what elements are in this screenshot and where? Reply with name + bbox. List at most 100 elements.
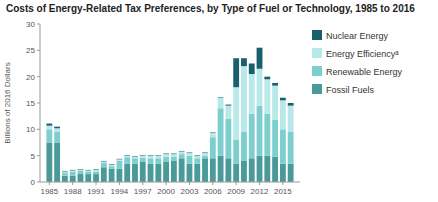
legend-swatch: [312, 84, 322, 94]
y-tick-label: 0: [31, 178, 36, 187]
bar-segment: [132, 156, 138, 158]
y-tick-label: 15: [26, 99, 35, 108]
bar-segment: [116, 161, 122, 169]
y-tick: [37, 155, 40, 156]
y-tick: [37, 76, 40, 77]
x-tick: [282, 182, 283, 185]
x-tick-label: 1988: [64, 187, 82, 196]
bar-segment: [70, 169, 76, 171]
bar-segment: [163, 153, 169, 155]
bar-segment: [272, 86, 278, 120]
bar-segment: [101, 161, 107, 163]
bar-segment: [109, 164, 115, 166]
bar-segment: [249, 158, 255, 182]
bar-segment: [148, 164, 154, 182]
bar-segment: [264, 79, 270, 113]
legend: Nuclear EnergyEnergy EfficiencyᵃRenewabl…: [312, 30, 403, 95]
bar-segment: [179, 150, 185, 152]
bar-segment: [210, 133, 216, 137]
y-tick: [37, 103, 40, 104]
bar-segment: [249, 114, 255, 159]
bar-segment: [155, 158, 161, 163]
bar-segment: [78, 170, 84, 171]
bar-segment: [101, 167, 107, 182]
bar-segment: [78, 174, 84, 182]
x-tick: [96, 182, 97, 185]
legend-swatch: [312, 66, 322, 76]
bar-segment: [218, 156, 224, 182]
y-tick: [37, 50, 40, 51]
bar-segment: [194, 158, 200, 163]
bar-segment: [202, 158, 208, 182]
bar-segment: [264, 77, 270, 80]
y-axis-label: Billions of 2016 Dollars: [3, 62, 12, 143]
chart: Costs of Energy-Related Tax Preferences,…: [0, 0, 438, 202]
bar-segment: [62, 170, 68, 172]
y-tick-label: 5: [31, 152, 36, 161]
axes: 0510152025301985198819911994199720002003…: [26, 20, 300, 196]
bar-segment: [148, 158, 154, 163]
bar-segment: [101, 160, 107, 162]
bar-segment: [257, 106, 263, 156]
bar-segment: [155, 164, 161, 182]
x-tick-label: 1985: [40, 187, 58, 196]
bar-segment: [171, 157, 177, 161]
x-tick-label: 2006: [204, 187, 222, 196]
bar-segment: [218, 97, 224, 99]
x-tick: [142, 182, 143, 185]
bar-segment: [124, 156, 130, 158]
bar-segment: [225, 106, 231, 119]
bar-segment: [241, 58, 247, 66]
bar-segment: [225, 105, 231, 106]
bar-segment: [194, 155, 200, 157]
bar-segment: [163, 157, 169, 162]
bar-segment: [132, 157, 138, 159]
x-tick: [119, 182, 120, 185]
bar-segment: [46, 124, 52, 126]
bar-segment: [202, 152, 208, 154]
bar-segment: [280, 164, 286, 182]
x-tick-label: 2003: [181, 187, 199, 196]
x-tick: [72, 182, 73, 185]
title: Costs of Energy-Related Tax Preferences,…: [6, 3, 415, 14]
bar-segment: [288, 132, 294, 164]
x-tick: [166, 182, 167, 185]
bar-segment: [202, 156, 208, 159]
bar-segment: [233, 164, 239, 182]
bar-segment: [272, 83, 278, 86]
bar-segment: [288, 164, 294, 182]
bar-segment: [101, 163, 107, 167]
bar-segment: [93, 171, 99, 174]
x-tick-label: 1997: [134, 187, 152, 196]
title-group: Costs of Energy-Related Tax Preferences,…: [6, 3, 415, 14]
legend-swatch: [312, 48, 322, 58]
bar-segment: [272, 120, 278, 157]
bar-segment: [210, 132, 216, 134]
bar-segment: [54, 127, 60, 129]
y-tick: [37, 24, 40, 25]
x-tick: [189, 182, 190, 185]
bar-segment: [257, 156, 263, 182]
bar-segment: [171, 154, 177, 157]
y-tick-label: 25: [26, 46, 35, 55]
bar-segment: [62, 171, 68, 173]
bar-segment: [148, 155, 154, 157]
bar-segment: [264, 156, 270, 182]
bar-segment: [280, 98, 286, 101]
bar-segment: [93, 170, 99, 172]
bar-segment: [140, 156, 146, 158]
bar-segment: [163, 162, 169, 182]
legend-label: Nuclear Energy: [326, 31, 389, 41]
bar-segment: [233, 140, 239, 164]
bar-segment: [241, 132, 247, 161]
bar-segment: [70, 176, 76, 182]
bar-segment: [124, 164, 130, 182]
bar-segment: [85, 171, 91, 174]
bar-segment: [124, 155, 130, 157]
bar-segment: [225, 119, 231, 159]
bar-segment: [85, 170, 91, 171]
bar-segment: [46, 143, 52, 183]
bar-segment: [187, 153, 193, 156]
bar-segment: [140, 158, 146, 162]
y-tick: [37, 129, 40, 130]
